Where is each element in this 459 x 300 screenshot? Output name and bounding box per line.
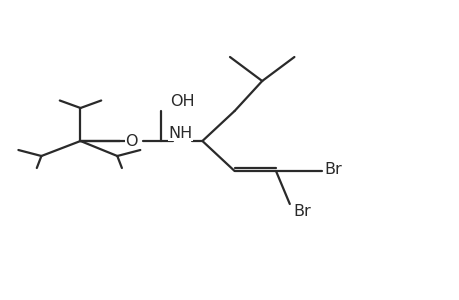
Text: OH: OH xyxy=(170,94,195,110)
Text: Br: Br xyxy=(324,162,342,177)
Text: O: O xyxy=(124,134,137,148)
Text: Br: Br xyxy=(293,204,311,219)
Text: NH: NH xyxy=(168,126,192,141)
